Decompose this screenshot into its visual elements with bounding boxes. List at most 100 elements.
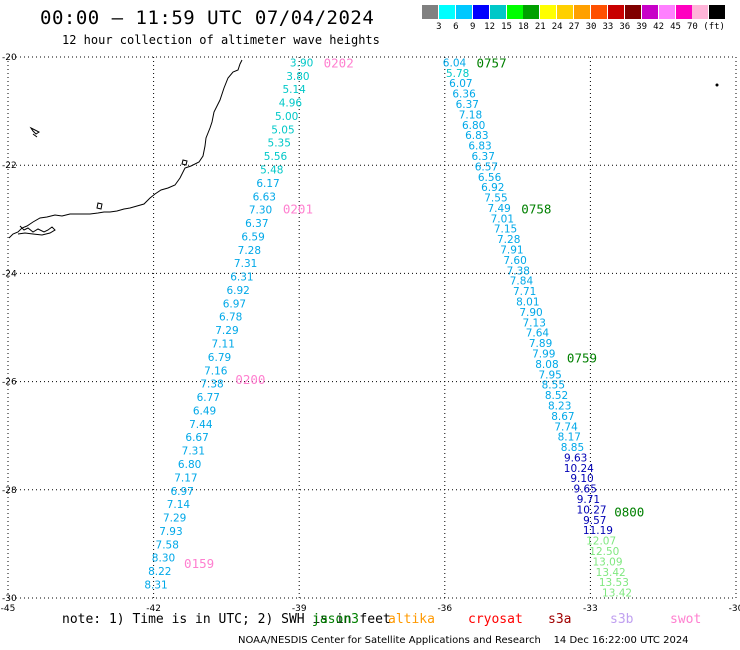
wave-height-label: 6.63 [253, 191, 276, 203]
legend-label: (ft) [703, 22, 725, 32]
wave-height-label: 4.96 [279, 98, 303, 110]
legend-label: 6 [453, 22, 459, 32]
y-tick-label: -30 [2, 594, 17, 604]
chart-subtitle: 12 hour collection of altimeter wave hei… [62, 33, 380, 47]
legend-label: 30 [585, 22, 597, 32]
time-label: 0759 [567, 350, 597, 365]
wave-height-label: 6.80 [462, 120, 485, 132]
legend-label: 24 [551, 22, 563, 32]
legend-label: 18 [517, 22, 529, 32]
wave-height-label: 10.27 [577, 504, 607, 516]
legend-label: 45 [670, 22, 681, 32]
wave-height-label: 7.90 [519, 307, 542, 319]
legend-label: 42 [653, 22, 665, 32]
wave-height-label: 8.52 [545, 390, 568, 402]
wave-height-label: 6.83 [468, 141, 491, 153]
wave-height-label: 5.48 [260, 165, 283, 177]
wave-height-label: 13.42 [602, 588, 632, 600]
time-label: 0201 [283, 201, 313, 216]
legend-label: 12 [484, 22, 496, 32]
wave-height-label: 7.58 [156, 539, 179, 551]
time-label: 0800 [614, 504, 644, 519]
wave-height-label: 6.36 [452, 89, 476, 101]
wave-height-label: 7.99 [532, 348, 555, 360]
wave-height-label: 8.22 [148, 566, 171, 578]
legend-label: 36 [619, 22, 631, 32]
wave-height-label: 6.83 [465, 130, 488, 142]
axis-ticks: -45 -42 -39 -36 -33 -30 -20 -22 -24 -26 -28 -30 [1, 53, 740, 612]
wave-height-label: 3.80 [286, 71, 309, 83]
legend-swatch [506, 5, 523, 19]
wave-height-label: 5.35 [268, 138, 291, 150]
island-1 [29, 126, 40, 135]
legend-swatch [438, 5, 455, 19]
island-2 [181, 159, 188, 166]
wave-height-label: 3.90 [290, 57, 313, 69]
wave-height-label: 7.01 [491, 213, 514, 225]
wave-height-label: 6.49 [193, 405, 216, 417]
wave-height-label: 7.44 [189, 419, 213, 431]
credit-line: NOAA/NESDIS Center for Satellite Applica… [238, 635, 689, 646]
x-tick-label: -30 [729, 604, 740, 612]
wave-height-label: 7.84 [510, 276, 534, 288]
legend-swatch [489, 5, 506, 19]
wave-height-label: 6.37 [245, 218, 268, 230]
wave-height-label: 7.31 [234, 258, 257, 270]
grid-lines [7, 56, 737, 599]
wave-height-label: 7.31 [182, 446, 205, 458]
legend-label: 15 [501, 22, 512, 32]
legend-swatch [591, 5, 607, 19]
wave-height-label: 6.79 [208, 352, 231, 364]
wave-height-label: 6.17 [256, 178, 279, 190]
x-tick-label: -36 [437, 604, 452, 612]
y-tick-label: -24 [2, 269, 17, 279]
wave-height-label: 7.93 [159, 526, 182, 538]
wave-height-label: 12.07 [586, 536, 616, 548]
mission-s3b: s3b [610, 612, 634, 627]
wave-height-label: 9.65 [574, 484, 597, 496]
wave-height-label: 7.49 [487, 203, 510, 215]
legend-label: 27 [568, 22, 580, 32]
wave-height-label: 9.63 [564, 452, 587, 464]
wave-height-label: 7.11 [212, 339, 235, 351]
mission-s3a: s3a [548, 612, 572, 627]
wave-height-label: 8.30 [152, 553, 175, 565]
wave-height-label: 7.89 [529, 338, 552, 350]
y-tick-label: -22 [2, 161, 17, 171]
wave-height-label: 6.77 [197, 392, 220, 404]
wave-height-label: 7.14 [167, 499, 191, 511]
wave-height-label: 6.67 [185, 432, 208, 444]
wave-height-label: 7.64 [526, 328, 550, 340]
x-tick-label: -45 [1, 604, 16, 612]
wave-height-label: 13.53 [599, 577, 629, 589]
coastline-main [8, 59, 243, 239]
legend-swatch [540, 5, 557, 19]
coastline-bay [17, 225, 56, 236]
island-4 [32, 133, 38, 138]
wave-height-label: 6.37 [456, 99, 479, 111]
wave-height-label: 7.29 [163, 513, 186, 525]
legend-swatch [455, 5, 472, 19]
legend-swatch [624, 5, 641, 19]
legend-label: 9 [469, 22, 476, 32]
wave-height-label: 6.97 [223, 298, 246, 310]
wave-height-label: 13.42 [596, 567, 626, 579]
time-label: 0758 [521, 201, 551, 216]
wave-height-label: 5.05 [271, 124, 294, 136]
footer-note: note: 1) Time is in UTC; 2) SWH is in fe… [62, 612, 391, 627]
wave-height-label: 8.31 [144, 579, 167, 591]
wave-height-label: 6.57 [475, 161, 498, 173]
legend-swatch [422, 5, 438, 19]
time-label: 0159 [184, 556, 214, 571]
mission-altika: altika [388, 612, 435, 627]
legend-swatch [472, 5, 489, 19]
wave-height-label: 7.16 [204, 365, 228, 377]
wave-height-label: 5.14 [282, 84, 306, 96]
island-3 [96, 202, 103, 210]
wave-height-label: 9.57 [583, 515, 606, 527]
wave-height-label: 7.55 [484, 193, 507, 205]
legend-swatch [658, 5, 675, 19]
legend-swatch [607, 5, 624, 19]
wave-height-label: 7.17 [174, 472, 197, 484]
legend-label: 33 [602, 22, 614, 32]
